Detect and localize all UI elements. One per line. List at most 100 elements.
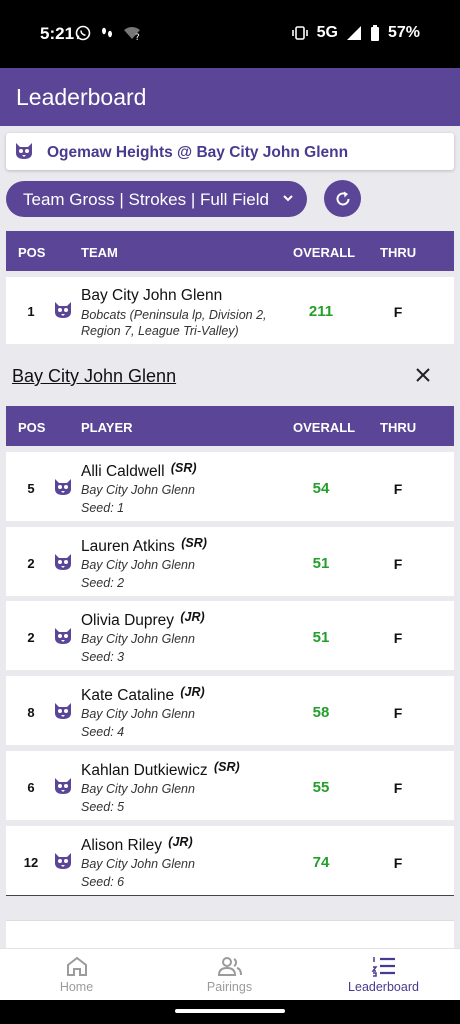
player-team: Bay City John Glenn (81, 857, 195, 871)
player-team: Bay City John Glenn (81, 632, 195, 646)
list-numbered-icon (371, 957, 395, 977)
team-row[interactable]: 1 Bay City John Glenn Bobcats (Peninsula… (6, 277, 454, 344)
gesture-bar (0, 1000, 460, 1024)
header-overall: OVERALL (293, 245, 356, 260)
bobcat-logo-icon (55, 778, 71, 794)
team-name: Bay City John Glenn (81, 287, 223, 304)
player-row[interactable]: 2 Olivia Duprey (JR) Bay City John Glenn… (6, 601, 454, 670)
player-pos: 5 (27, 481, 35, 496)
player-seed: Seed: 6 (81, 875, 125, 889)
refresh-icon (336, 191, 349, 205)
player-thru: F (393, 780, 403, 796)
chevron-down-icon (283, 195, 293, 202)
player-pos: 2 (27, 556, 35, 571)
player-row[interactable]: 2 Lauren Atkins (SR) Bay City John Glenn… (6, 527, 454, 596)
header-thru: THRU (380, 420, 417, 435)
header-team: TEAM (81, 245, 118, 260)
team-thru: F (393, 304, 403, 320)
nav-pairings[interactable]: Pairings (153, 955, 306, 994)
player-name: Olivia Duprey (81, 612, 175, 629)
match-card[interactable]: Ogemaw Heights @ Bay City John Glenn (6, 133, 454, 170)
people-icon (217, 957, 242, 976)
player-year: (SR) (170, 461, 197, 475)
bottom-nav: Home Pairings Leaderboard (0, 948, 460, 1000)
table-divider (6, 895, 454, 896)
bobcat-logo-icon (55, 853, 71, 869)
player-team: Bay City John Glenn (81, 558, 195, 572)
header-pos: POS (18, 245, 46, 260)
player-year: (SR) (213, 760, 240, 774)
team-detail-line-1: Bobcats (Peninsula lp, Division 2, (81, 308, 267, 322)
player-row[interactable]: 5 Alli Caldwell (SR) Bay City John Glenn… (6, 452, 454, 521)
player-overall: 58 (312, 704, 330, 721)
filter-label: Team Gross | Strokes | Full Field (23, 190, 269, 209)
player-name: Kate Cataline (81, 687, 175, 704)
player-overall: 54 (312, 480, 330, 497)
player-row[interactable]: 8 Kate Cataline (JR) Bay City John Glenn… (6, 676, 454, 745)
match-title: Ogemaw Heights @ Bay City John Glenn (47, 144, 349, 161)
player-year: (JR) (180, 685, 205, 699)
nav-leaderboard-label: Leaderboard (348, 980, 419, 994)
player-year: (JR) (180, 610, 205, 624)
team-detail-title[interactable]: Bay City John Glenn (12, 366, 177, 386)
player-year: (JR) (168, 835, 193, 849)
bobcat-logo-icon (55, 703, 71, 719)
refresh-button[interactable] (324, 180, 361, 217)
player-thru: F (393, 855, 403, 871)
header-overall: OVERALL (293, 420, 356, 435)
player-overall: 51 (312, 629, 330, 646)
page-title: Leaderboard (16, 84, 147, 110)
player-pos: 8 (27, 705, 35, 720)
player-thru: F (393, 705, 403, 721)
player-seed: Seed: 4 (81, 725, 125, 739)
status-bar: 5:21 ? 5G 57% (0, 0, 460, 68)
player-overall: 51 (312, 555, 330, 572)
player-thru: F (393, 630, 403, 646)
footsteps-icon (102, 27, 112, 38)
bobcat-logo-icon (55, 479, 71, 495)
app-bar: Leaderboard (0, 68, 460, 126)
player-team: Bay City John Glenn (81, 782, 195, 796)
player-pos: 2 (27, 630, 35, 645)
signal-icon (346, 26, 361, 40)
player-pos: 12 (23, 855, 39, 870)
nav-home-label: Home (59, 980, 94, 994)
player-pos: 6 (27, 780, 35, 795)
nav-leaderboard[interactable]: Leaderboard (307, 955, 460, 994)
player-seed: Seed: 5 (81, 800, 125, 814)
player-team: Bay City John Glenn (81, 483, 195, 497)
header-thru: THRU (380, 245, 417, 260)
player-name: Alli Caldwell (81, 463, 165, 480)
player-table-header: POS PLAYER OVERALL THRU (6, 406, 454, 446)
filter-dropdown[interactable]: Team Gross | Strokes | Full Field (6, 181, 307, 217)
wifi-question-icon: ? (124, 27, 140, 41)
home-icon (66, 956, 87, 976)
player-seed: Seed: 3 (81, 650, 125, 664)
player-seed: Seed: 2 (81, 576, 125, 590)
player-overall: 55 (312, 779, 330, 796)
team-pos: 1 (27, 304, 35, 319)
player-overall: 74 (312, 854, 330, 871)
network-type: 5G (316, 24, 338, 41)
bobcat-logo-icon (55, 302, 71, 318)
home-indicator[interactable] (175, 1009, 285, 1013)
bobcat-logo-icon (55, 554, 71, 570)
player-row[interactable]: 6 Kahlan Dutkiewicz (SR) Bay City John G… (6, 751, 454, 820)
vibrate-icon (291, 26, 308, 40)
nav-home[interactable]: Home (0, 955, 153, 994)
player-thru: F (393, 556, 403, 572)
player-row[interactable]: 12 Alison Riley (JR) Bay City John Glenn… (6, 826, 454, 895)
team-detail-line-2: Region 7, League Tri-Valley) (81, 324, 239, 338)
svg-text:?: ? (135, 33, 140, 41)
player-name: Alison Riley (81, 837, 162, 854)
player-thru: F (393, 481, 403, 497)
player-team: Bay City John Glenn (81, 707, 195, 721)
player-year: (SR) (181, 536, 207, 550)
team-table-header: POS TEAM OVERALL THRU (6, 231, 454, 271)
bobcat-logo-icon (55, 628, 71, 644)
header-pos: POS (18, 420, 46, 435)
whatsapp-icon (75, 25, 91, 41)
battery-icon (370, 25, 379, 41)
player-name: Lauren Atkins (81, 538, 175, 555)
close-icon[interactable] (413, 365, 433, 385)
